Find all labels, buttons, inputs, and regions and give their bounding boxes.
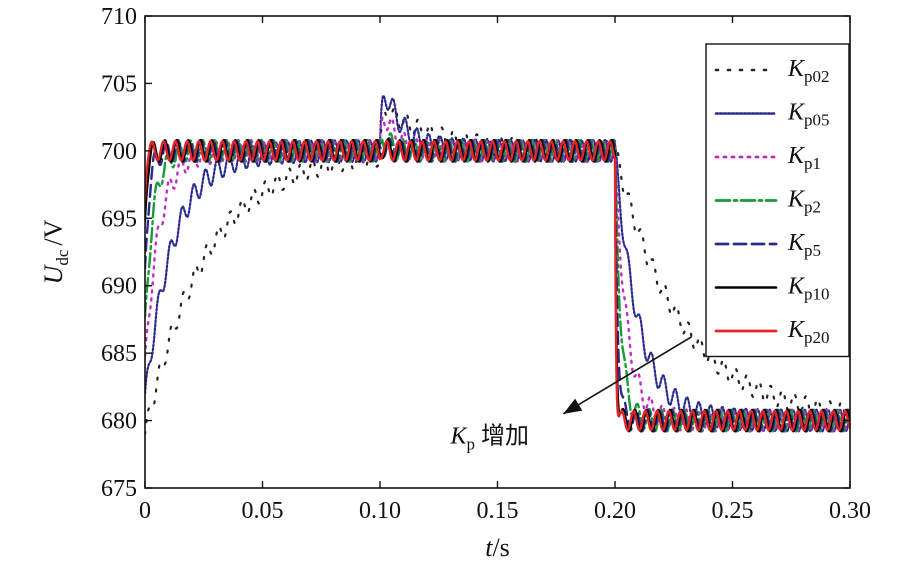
y-tick-label: 710	[101, 4, 137, 30]
legend-label-p5: Kp5	[787, 230, 821, 260]
y-tick-label: 705	[101, 71, 137, 97]
x-tick-label: 0.30	[829, 498, 871, 524]
y-tick-label: 690	[101, 274, 137, 300]
legend-label-p10: Kp10	[787, 274, 830, 304]
y-axis-label: Udc/V	[39, 219, 72, 284]
legend-label-p20: Kp20	[787, 317, 830, 347]
legend-label-p02: Kp02	[787, 56, 830, 86]
annotation-arrow-head	[563, 398, 583, 414]
annotation-label: Kp 增加	[450, 422, 530, 453]
x-tick-label: 0.05	[242, 498, 284, 524]
x-tick-label: 0	[139, 498, 151, 524]
x-tick-label: 0.10	[359, 498, 401, 524]
y-tick-label: 675	[101, 476, 137, 502]
annotation: Kp 增加	[450, 336, 692, 453]
legend-label-p2: Kp2	[787, 187, 821, 217]
y-tick-label: 695	[101, 206, 137, 232]
series-line-p2	[145, 132, 850, 433]
series-line-p5	[145, 137, 850, 433]
legend: Kp02 Kp05 Kp1 Kp2 Kp5 Kp10 Kp20	[705, 43, 850, 358]
x-tick-label: 0.25	[712, 498, 754, 524]
legend-label-p05: Kp05	[787, 100, 830, 130]
x-tick-label: 0.15	[477, 498, 519, 524]
x-axis-label: t/s	[485, 533, 510, 562]
axes: 0 0.05 0.10 0.15 0.20 0.25 0.30 675 680 685 690 695…	[39, 4, 871, 562]
y-tick-label: 700	[101, 139, 137, 165]
series-lines	[145, 94, 850, 436]
legend-label-p1: Kp1	[787, 143, 821, 173]
series-line-p20	[145, 139, 850, 432]
y-tick-label: 680	[101, 409, 137, 435]
x-tick-label: 0.20	[594, 498, 636, 524]
annotation-arrow-line	[562, 336, 692, 415]
y-tick-label: 685	[101, 341, 137, 367]
